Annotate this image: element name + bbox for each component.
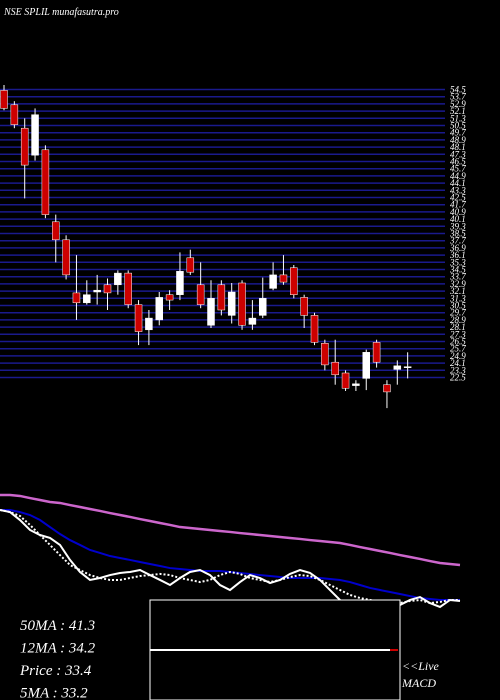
candle-body bbox=[362, 352, 370, 379]
price-panel: 54.553.752.952.151.350.549.748.948.147.3… bbox=[0, 85, 466, 409]
y-tick-label: 48.1 bbox=[450, 142, 466, 152]
candle-body bbox=[393, 365, 402, 370]
y-tick-label: 24.1 bbox=[450, 358, 466, 368]
y-tick-label: 47.3 bbox=[450, 149, 466, 159]
candle-body bbox=[20, 127, 29, 166]
y-tick-label: 46.5 bbox=[450, 157, 466, 167]
candle-body bbox=[372, 342, 381, 363]
candle-body bbox=[62, 239, 70, 276]
y-tick-label: 41.7 bbox=[450, 200, 466, 210]
ma-label: 12MA : 34.2 bbox=[20, 641, 96, 657]
candle-body bbox=[134, 304, 143, 332]
candle-body bbox=[186, 257, 195, 273]
y-tick-label: 40.9 bbox=[450, 207, 466, 217]
y-tick-label: 54.5 bbox=[450, 85, 466, 95]
candle-body bbox=[165, 294, 174, 301]
y-tick-label: 32.9 bbox=[449, 279, 466, 289]
candle-body bbox=[269, 274, 277, 289]
y-tick-label: 35.3 bbox=[449, 257, 466, 267]
y-tick-label: 51.3 bbox=[450, 113, 466, 123]
y-tick-label: 40.1 bbox=[450, 214, 466, 224]
ma-label: Price : 33.4 bbox=[19, 663, 92, 679]
candle-body bbox=[41, 149, 50, 215]
y-tick-label: 39.3 bbox=[449, 221, 466, 231]
y-tick-label: 43.3 bbox=[450, 185, 466, 195]
candle-body bbox=[155, 297, 163, 321]
y-tick-label: 42.5 bbox=[450, 193, 466, 203]
y-tick-label: 45.7 bbox=[450, 164, 466, 174]
candle-body bbox=[114, 272, 122, 286]
annotations: 50MA : 41.3 12MA : 34.2 Price : 33.4 5MA : … bbox=[19, 618, 440, 700]
candle-body bbox=[383, 384, 391, 393]
candle-body bbox=[217, 284, 226, 311]
candle-body bbox=[124, 272, 132, 305]
candle-body bbox=[176, 271, 184, 295]
y-tick-label: 36.1 bbox=[449, 250, 466, 260]
chart-title: NSE SPLIL munafasutra.pro bbox=[3, 7, 119, 18]
y-tick-label: 49.7 bbox=[450, 128, 466, 138]
candle-body bbox=[207, 298, 215, 326]
y-tick-label: 23.3 bbox=[450, 365, 466, 375]
candle-body bbox=[0, 90, 8, 109]
candle-body bbox=[310, 315, 319, 343]
y-tick-label: 44.1 bbox=[450, 178, 466, 188]
candle-body bbox=[352, 383, 360, 386]
y-tick-label: 37.7 bbox=[449, 236, 466, 246]
y-tick-label: 31.3 bbox=[449, 293, 466, 303]
ma-label: 5MA : 33.2 bbox=[20, 686, 88, 700]
candle-body bbox=[10, 104, 19, 125]
y-tick-label: 38.5 bbox=[449, 229, 466, 239]
candle-body bbox=[72, 292, 81, 304]
candle-body bbox=[83, 294, 91, 304]
candle-body bbox=[93, 289, 101, 293]
ma-label: 50MA : 41.3 bbox=[20, 618, 95, 634]
y-tick-label: 30.5 bbox=[449, 301, 466, 311]
y-tick-label: 33.7 bbox=[449, 272, 466, 282]
y-tick-label: 32.1 bbox=[449, 286, 466, 296]
indicator-line bbox=[0, 508, 460, 607]
macd-label: <<Live bbox=[402, 659, 440, 673]
candle-body bbox=[259, 298, 267, 316]
candle-body bbox=[196, 284, 205, 305]
candle-body bbox=[341, 372, 350, 389]
y-tick-label: 36.9 bbox=[449, 243, 466, 253]
candle-body bbox=[31, 114, 39, 156]
y-tick-label: 28.1 bbox=[450, 322, 466, 332]
y-tick-label: 24.9 bbox=[450, 351, 466, 361]
candle-body bbox=[300, 297, 308, 316]
candle-body bbox=[103, 284, 112, 294]
candle-body bbox=[227, 291, 236, 316]
y-tick-label: 22.5 bbox=[450, 373, 466, 383]
y-tick-label: 25.7 bbox=[450, 344, 466, 354]
y-tick-label: 52.1 bbox=[450, 106, 466, 116]
y-tick-label: 29.7 bbox=[450, 308, 466, 318]
candle-body bbox=[279, 274, 288, 283]
y-tick-label: 44.9 bbox=[450, 171, 466, 181]
candle-body bbox=[238, 282, 246, 326]
y-tick-label: 28.9 bbox=[450, 315, 466, 325]
y-tick-label: 26.5 bbox=[450, 337, 466, 347]
y-tick-label: 34.5 bbox=[449, 265, 466, 275]
indicator-line bbox=[0, 493, 461, 567]
y-tick-label: 27.3 bbox=[450, 329, 466, 339]
candle-body bbox=[248, 317, 257, 325]
y-tick-label: 50.5 bbox=[450, 121, 466, 131]
candle-body bbox=[145, 317, 153, 331]
candle-body bbox=[52, 221, 60, 241]
candle-body bbox=[290, 267, 298, 295]
y-tick-label: 52.9 bbox=[450, 99, 466, 109]
candle-body bbox=[321, 343, 329, 366]
candle-body bbox=[331, 361, 339, 376]
candle-body bbox=[403, 366, 412, 368]
y-tick-label: 48.9 bbox=[450, 135, 466, 145]
y-tick-label: 53.7 bbox=[450, 92, 466, 102]
macd-label: MACD bbox=[401, 676, 436, 690]
